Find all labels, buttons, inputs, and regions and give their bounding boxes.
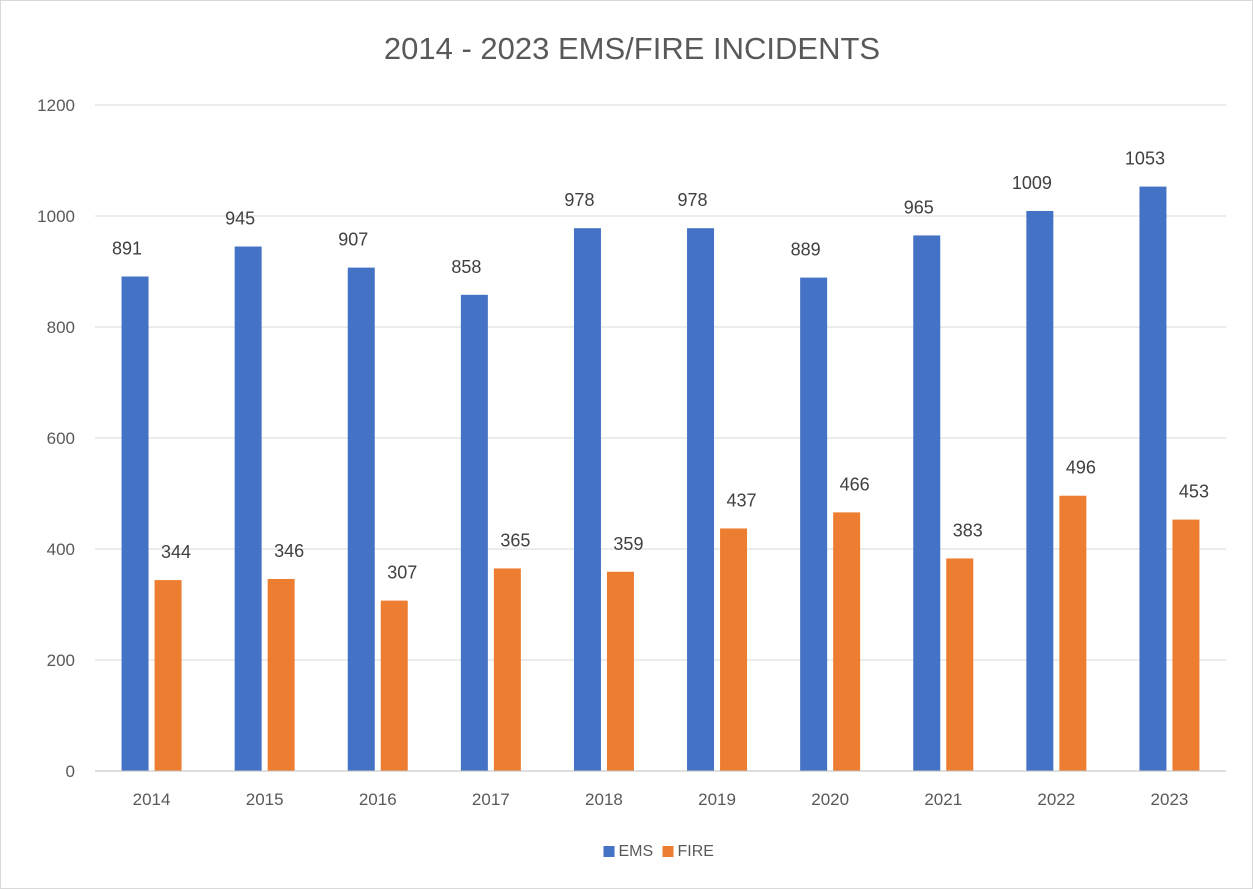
legend-label-ems: EMS bbox=[619, 843, 654, 860]
x-tick-label: 2022 bbox=[1037, 790, 1075, 809]
y-tick-label: 1000 bbox=[37, 207, 75, 226]
bar-fire-2014 bbox=[154, 580, 182, 771]
y-axis-ticks: 0 200 400 600 800 1000 1200 bbox=[37, 96, 75, 781]
bars bbox=[121, 186, 1200, 772]
bar-ems-2014 bbox=[121, 276, 149, 771]
bar-fire-2021 bbox=[946, 558, 974, 771]
bar-ems-2022 bbox=[1026, 211, 1054, 771]
bar-fire-2020 bbox=[833, 512, 861, 771]
data-label-fire-2017: 365 bbox=[500, 530, 530, 550]
bar-ems-2020 bbox=[800, 277, 828, 771]
y-tick-label: 0 bbox=[66, 762, 75, 781]
y-tick-label: 800 bbox=[47, 318, 75, 337]
legend-swatch-fire bbox=[662, 846, 674, 857]
data-label-ems-2022: 1009 bbox=[1012, 173, 1052, 193]
bar-fire-2023 bbox=[1172, 519, 1200, 771]
data-label-fire-2023: 453 bbox=[1179, 482, 1209, 502]
data-label-ems-2023: 1053 bbox=[1125, 149, 1165, 169]
bar-ems-2017 bbox=[460, 294, 488, 771]
bar-fire-2015 bbox=[267, 578, 295, 771]
x-axis-ticks: 2014 2015 2016 2017 2018 2019 2020 2021 2022 2023 bbox=[133, 790, 1189, 809]
y-tick-label: 1200 bbox=[37, 96, 75, 115]
legend: EMS FIRE bbox=[603, 843, 714, 860]
data-label-ems-2018: 978 bbox=[564, 190, 594, 210]
bar-ems-2018 bbox=[573, 228, 601, 771]
gridlines bbox=[95, 104, 1226, 661]
chart-title: 2014 - 2023 EMS/FIRE INCIDENTS bbox=[384, 31, 880, 66]
x-tick-label: 2019 bbox=[698, 790, 736, 809]
bar-fire-2018 bbox=[606, 571, 634, 771]
bar-fire-2016 bbox=[380, 600, 408, 771]
data-label-ems-2020: 889 bbox=[791, 240, 821, 260]
bar-ems-2023 bbox=[1139, 186, 1167, 771]
data-label-fire-2020: 466 bbox=[840, 474, 870, 494]
y-tick-label: 600 bbox=[47, 429, 75, 448]
x-tick-label: 2023 bbox=[1151, 790, 1189, 809]
data-label-ems-2019: 978 bbox=[678, 190, 708, 210]
data-label-fire-2018: 359 bbox=[613, 534, 643, 554]
bar-ems-2019 bbox=[687, 228, 715, 771]
data-label-fire-2022: 496 bbox=[1066, 458, 1096, 478]
y-tick-label: 200 bbox=[47, 651, 75, 670]
legend-label-fire: FIRE bbox=[678, 843, 714, 860]
x-tick-label: 2014 bbox=[133, 790, 171, 809]
x-tick-label: 2020 bbox=[811, 790, 849, 809]
bar-fire-2019 bbox=[720, 528, 748, 771]
data-label-ems-2015: 945 bbox=[225, 209, 255, 229]
y-tick-label: 400 bbox=[47, 540, 75, 559]
bar-ems-2016 bbox=[347, 267, 375, 771]
bar-ems-2021 bbox=[913, 235, 941, 772]
bar-fire-2017 bbox=[493, 568, 521, 771]
data-label-fire-2015: 346 bbox=[274, 541, 304, 561]
data-label-ems-2016: 907 bbox=[338, 230, 368, 250]
x-tick-label: 2016 bbox=[359, 790, 397, 809]
data-labels: 891 344 945 346 907 307 858 365 978 359 978 437 889 4… bbox=[112, 149, 1209, 583]
bar-fire-2022 bbox=[1059, 495, 1087, 771]
x-tick-label: 2021 bbox=[924, 790, 962, 809]
data-label-fire-2021: 383 bbox=[953, 520, 983, 540]
data-label-ems-2021: 965 bbox=[904, 197, 934, 217]
data-label-fire-2019: 437 bbox=[727, 490, 757, 510]
x-tick-label: 2018 bbox=[585, 790, 623, 809]
data-label-ems-2017: 858 bbox=[451, 257, 481, 277]
data-label-fire-2016: 307 bbox=[387, 563, 417, 583]
data-label-fire-2014: 344 bbox=[161, 542, 191, 562]
x-tick-label: 2017 bbox=[472, 790, 510, 809]
x-tick-label: 2015 bbox=[246, 790, 284, 809]
bar-ems-2015 bbox=[234, 246, 262, 771]
data-label-ems-2014: 891 bbox=[112, 238, 142, 258]
legend-swatch-ems bbox=[603, 846, 615, 857]
